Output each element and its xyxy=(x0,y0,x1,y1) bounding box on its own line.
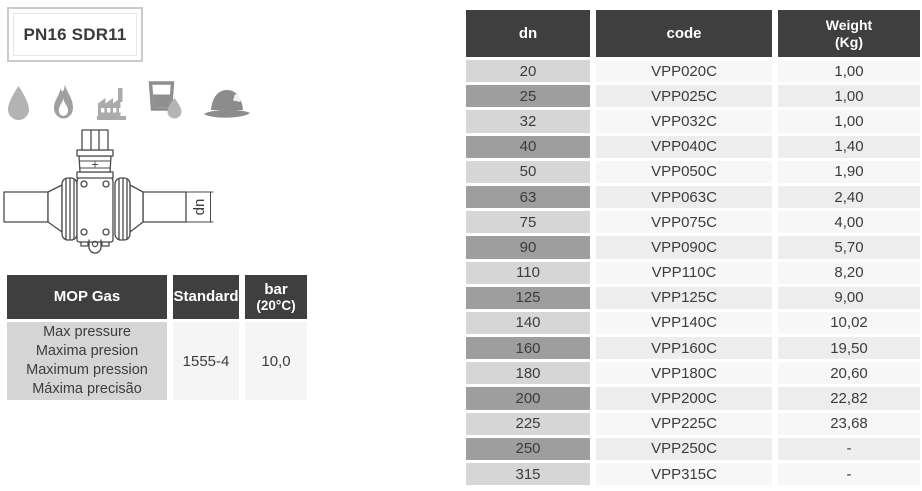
code-cell: VPP110C xyxy=(596,261,772,284)
water-drop-icon xyxy=(8,86,29,120)
weight-cell: 5,70 xyxy=(778,236,920,259)
dn-cell: 250 xyxy=(466,437,590,460)
dn-cell: 75 xyxy=(466,211,590,234)
size-header-dn: dn xyxy=(466,10,590,57)
weight-cell: 20,60 xyxy=(778,362,920,385)
stem-cap xyxy=(81,129,109,151)
code-cell: VPP200C xyxy=(596,387,772,410)
code-cell: VPP125C xyxy=(596,286,772,309)
dn-cell: 20 xyxy=(466,60,590,83)
dn-cell: 140 xyxy=(466,311,590,335)
weight-cell: 2,40 xyxy=(778,185,920,209)
weight-cell: 1,90 xyxy=(778,160,920,183)
dn-cell: 90 xyxy=(466,236,590,259)
product-size-table: dn code Weight (Kg) 20 VPP020C 1,00 25 V… xyxy=(466,10,920,486)
weight-cell: 1,40 xyxy=(778,135,920,158)
weight-cell: 1,00 xyxy=(778,60,920,83)
dn-cell: 180 xyxy=(466,362,590,385)
mop-standard-value: 1555-4 xyxy=(173,322,239,400)
dn-cell: 225 xyxy=(466,412,590,435)
weight-cell: 8,20 xyxy=(778,261,920,284)
weight-cell: 9,00 xyxy=(778,286,920,309)
size-header-code: code xyxy=(596,10,772,57)
code-cell: VPP180C xyxy=(596,362,772,385)
weight-cell: 22,82 xyxy=(778,387,920,410)
flame-icon xyxy=(54,84,73,119)
dn-cell: 25 xyxy=(466,85,590,108)
weight-cell: 23,68 xyxy=(778,412,920,435)
dn-cell: 63 xyxy=(466,185,590,209)
code-cell: VPP040C xyxy=(596,135,772,158)
code-cell: VPP160C xyxy=(596,337,772,360)
application-icons xyxy=(6,79,256,121)
code-cell: VPP225C xyxy=(596,412,772,435)
factory-icon xyxy=(97,88,126,120)
collar-upper-plate xyxy=(76,149,114,157)
code-cell: VPP025C xyxy=(596,85,772,108)
left-pipe xyxy=(3,191,49,223)
code-cell: VPP063C xyxy=(596,185,772,209)
weight-cell: - xyxy=(778,463,920,486)
drinking-water-icon xyxy=(148,81,182,119)
code-cell: VPP050C xyxy=(596,160,772,183)
code-cell: VPP315C xyxy=(596,463,772,486)
mop-header-gas: MOP Gas xyxy=(7,275,167,319)
weight-cell: 1,00 xyxy=(778,85,920,108)
right-pipe xyxy=(142,191,187,223)
dn-cell: 160 xyxy=(466,337,590,360)
mop-header-bar: bar (20°C) xyxy=(245,275,307,319)
dn-cell: 32 xyxy=(466,110,590,133)
mop-pressure-label: Max pressure Maxima presion Maximum pres… xyxy=(7,322,167,400)
dn-cell: 315 xyxy=(466,463,590,486)
mop-header-standard: Standard xyxy=(173,275,239,319)
pressure-rating-badge: PN16 SDR11 xyxy=(7,7,143,62)
code-cell: VPP032C xyxy=(596,110,772,133)
weight-cell: 19,50 xyxy=(778,337,920,360)
collar-lower-plate xyxy=(76,171,114,179)
weight-cell: - xyxy=(778,437,920,460)
mop-bar-value: 10,0 xyxy=(245,322,307,400)
fire-helmet-icon xyxy=(204,90,250,118)
left-taper xyxy=(47,184,63,233)
code-cell: VPP020C xyxy=(596,60,772,83)
dn-cell: 40 xyxy=(466,135,590,158)
dn-cell: 50 xyxy=(466,160,590,183)
dn-cell: 125 xyxy=(466,286,590,309)
size-header-weight: Weight (Kg) xyxy=(778,10,920,57)
weight-cell: 10,02 xyxy=(778,311,920,335)
weight-cell: 1,00 xyxy=(778,110,920,133)
valve-technical-drawing: dn xyxy=(0,120,230,265)
dn-cell: 200 xyxy=(466,387,590,410)
weight-cell: 4,00 xyxy=(778,211,920,234)
code-cell: VPP090C xyxy=(596,236,772,259)
code-cell: VPP140C xyxy=(596,311,772,335)
right-taper xyxy=(129,184,144,233)
code-cell: VPP075C xyxy=(596,211,772,234)
dn-cell: 110 xyxy=(466,261,590,284)
code-cell: VPP250C xyxy=(596,437,772,460)
pressure-rating-label: PN16 SDR11 xyxy=(23,24,127,44)
mop-gas-table: MOP Gas Standard bar (20°C) Max pressure… xyxy=(7,275,307,400)
dn-dimension-label: dn xyxy=(191,199,208,216)
